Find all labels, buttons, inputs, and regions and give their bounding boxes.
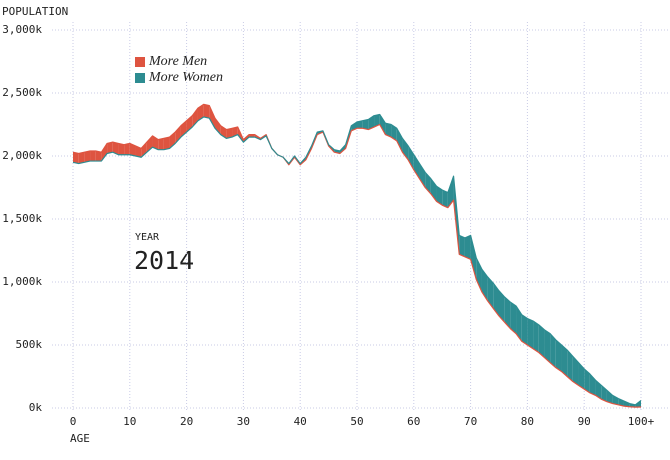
diff-area: [124, 143, 130, 155]
diff-area: [459, 235, 465, 257]
y-tick-label: 3,000k: [2, 23, 42, 36]
x-tick-label: 90: [578, 415, 591, 428]
diff-area: [379, 114, 386, 135]
grid: [52, 22, 668, 412]
diff-area: [606, 390, 613, 404]
diff-area: [362, 119, 369, 130]
diff-area: [175, 125, 181, 144]
diff-area: [618, 398, 624, 407]
diff-area: [504, 297, 511, 329]
annotation-label: YEAR: [135, 232, 160, 243]
diff-area: [334, 149, 340, 154]
x-tick-label: 30: [237, 415, 250, 428]
diff-area: [90, 150, 96, 162]
x-tick-label: 50: [350, 415, 363, 428]
diff-area: [391, 124, 397, 141]
x-tick-label: 100+: [628, 415, 655, 428]
diff-area: [436, 186, 443, 206]
diff-area: [595, 380, 602, 400]
diff-area: [209, 105, 215, 129]
diff-area: [521, 314, 528, 345]
diff-area: [118, 143, 125, 155]
diff-area: [192, 108, 198, 128]
diff-area: [527, 318, 534, 349]
diff-area: [249, 134, 255, 138]
diff-area: [623, 401, 630, 407]
diff-area: [158, 138, 164, 150]
diff-area: [396, 128, 403, 153]
diff-area: [84, 150, 91, 163]
legend-label: More Women: [148, 70, 223, 85]
diff-area: [464, 235, 471, 260]
x-axis-label: AGE: [70, 432, 90, 445]
diff-area: [385, 123, 392, 138]
diff-area: [544, 329, 551, 363]
diff-area: [135, 145, 142, 158]
diff-area: [561, 345, 568, 377]
series-line: [72, 103, 642, 408]
x-tick-label: 20: [180, 415, 193, 428]
legend-swatch: [135, 73, 145, 83]
x-tick-label: 10: [123, 415, 136, 428]
diff-area: [550, 333, 556, 368]
diff-area: [163, 137, 170, 150]
diff-area: [572, 356, 579, 386]
y-tick-label: 2,500k: [2, 86, 42, 99]
diff-area: [516, 305, 522, 342]
legend-swatch: [135, 57, 145, 67]
annotation: 2014: [134, 246, 194, 275]
x-tick-label: 70: [464, 415, 477, 428]
diff-area: [533, 321, 539, 353]
diff-area: [95, 150, 102, 162]
diff-area: [493, 283, 499, 317]
y-tick-label: 1,000k: [2, 275, 42, 288]
diff-area: [215, 118, 221, 135]
x-tick-label: 80: [521, 415, 534, 428]
diff-area: [578, 362, 585, 390]
diff-area: [499, 290, 505, 323]
diff-area: [374, 114, 380, 128]
x-tick-label: 40: [294, 415, 307, 428]
diff-area: [584, 368, 590, 393]
diff-area: [357, 120, 363, 129]
diff-area: [402, 138, 409, 160]
diff-area: [510, 302, 517, 334]
diff-area: [470, 235, 477, 280]
y-tick-label: 2,000k: [2, 149, 42, 162]
diff-area: [226, 128, 233, 139]
series-line: [72, 113, 642, 406]
y-tick-label: 500k: [16, 338, 43, 351]
y-tick-label: 1,500k: [2, 212, 42, 225]
diff-area: [408, 145, 414, 170]
diff-area: [73, 152, 79, 164]
diff-area: [487, 276, 494, 309]
diff-area: [567, 350, 573, 382]
x-tick-label: 60: [407, 415, 420, 428]
diff-area: [197, 104, 204, 121]
diff-area: [481, 269, 488, 301]
diff-area: [413, 154, 420, 179]
diff-area: [538, 324, 545, 358]
diff-area: [442, 190, 448, 208]
y-tick-label: 0k: [29, 401, 43, 414]
diff-area: [107, 142, 113, 154]
y-axis-label: POPULATION: [2, 5, 68, 18]
diff-area: [129, 143, 136, 156]
legend-label: More Men: [148, 54, 207, 69]
diff-area: [447, 176, 454, 208]
diff-area: [203, 104, 210, 119]
diff-area: [419, 163, 426, 188]
diff-area: [555, 339, 562, 372]
x-tick-label: 0: [70, 415, 77, 428]
diff-area: [78, 152, 85, 164]
diff-area: [101, 143, 108, 162]
diff-area: [112, 142, 119, 155]
